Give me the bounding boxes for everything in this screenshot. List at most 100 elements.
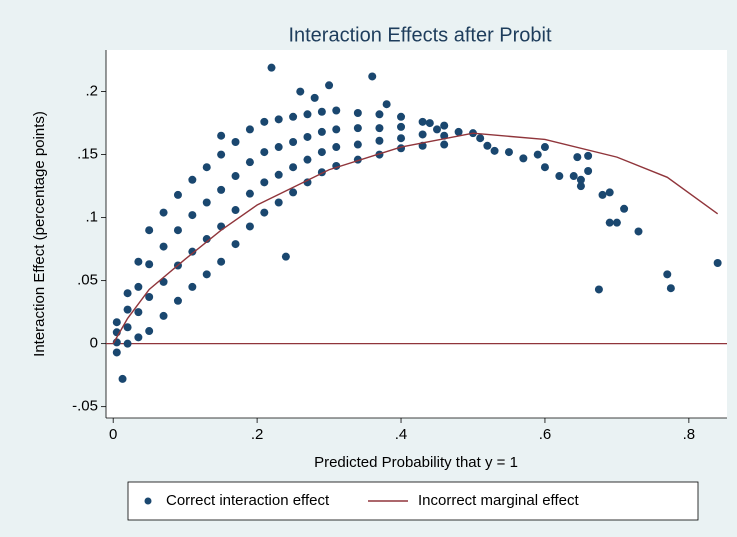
scatter-point: [267, 63, 276, 72]
scatter-point: [173, 296, 182, 305]
scatter-point: [490, 146, 499, 155]
scatter-point: [332, 125, 341, 134]
scatter-point: [440, 140, 449, 149]
scatter-point: [303, 155, 312, 164]
scatter-point: [281, 252, 290, 261]
scatter-point: [584, 151, 593, 160]
scatter-point: [375, 136, 384, 145]
x-axis-title: Predicted Probability that y = 1: [314, 454, 518, 471]
scatter-point: [260, 117, 269, 126]
scatter-point: [418, 130, 427, 139]
scatter-point: [188, 282, 197, 291]
legend: [127, 481, 699, 521]
plot-area: [106, 50, 727, 418]
scatter-point: [382, 100, 391, 109]
scatter-point: [145, 327, 154, 336]
scatter-point: [584, 166, 593, 175]
scatter-point: [134, 308, 143, 317]
scatter-point: [134, 333, 143, 342]
scatter-point: [289, 188, 298, 197]
chart-title: Interaction Effects after Probit: [288, 24, 552, 46]
y-tick-label: .2: [85, 83, 98, 100]
scatter-point: [173, 190, 182, 199]
scatter-point: [217, 185, 226, 194]
scatter-point: [245, 158, 254, 167]
scatter-point: [612, 218, 621, 227]
scatter-point: [231, 240, 240, 249]
scatter-point: [483, 141, 492, 150]
scatter-point: [332, 143, 341, 152]
scatter-point: [260, 148, 269, 157]
scatter-point: [454, 127, 463, 136]
scatter-point: [325, 81, 334, 90]
legend-label: Correct interaction effect: [166, 492, 330, 509]
scatter-point: [397, 112, 406, 121]
scatter-point: [418, 117, 427, 126]
scatter-point: [274, 198, 283, 207]
scatter-point: [303, 132, 312, 141]
scatter-point: [245, 125, 254, 134]
scatter-point: [303, 110, 312, 119]
scatter-point: [605, 218, 614, 227]
x-tick-label: .8: [683, 426, 696, 443]
scatter-point: [112, 348, 121, 357]
scatter-point: [159, 242, 168, 251]
scatter-point: [245, 222, 254, 231]
x-tick-label: .6: [539, 426, 552, 443]
scatter-point: [663, 270, 672, 279]
scatter-point: [353, 124, 362, 133]
scatter-point: [540, 143, 549, 152]
scatter-point: [666, 284, 675, 293]
scatter-point: [217, 150, 226, 159]
scatter-point: [231, 172, 240, 181]
scatter-point: [274, 143, 283, 152]
scatter-point: [397, 134, 406, 143]
scatter-point: [123, 289, 132, 298]
y-tick-label: .1: [85, 209, 98, 226]
scatter-point: [519, 154, 528, 163]
y-tick-label: .05: [77, 272, 98, 289]
scatter-point: [217, 257, 226, 266]
scatter-point: [202, 270, 211, 279]
scatter-point: [118, 374, 127, 383]
scatter-point: [620, 204, 629, 213]
scatter-point: [540, 163, 549, 172]
scatter-point: [504, 148, 513, 157]
scatter-point: [433, 125, 442, 134]
scatter-point: [375, 110, 384, 119]
scatter-point: [569, 172, 578, 181]
scatter-point: [368, 72, 377, 81]
scatter-point: [634, 227, 643, 236]
scatter-point: [476, 134, 485, 143]
scatter-point: [296, 87, 305, 96]
scatter-point: [555, 172, 564, 181]
scatter-point: [397, 122, 406, 131]
scatter-point: [598, 190, 607, 199]
scatter-point: [134, 257, 143, 266]
scatter-point: [317, 107, 326, 116]
scatter-point: [289, 163, 298, 172]
legend-label: Incorrect marginal effect: [418, 492, 579, 509]
scatter-point: [303, 178, 312, 187]
x-tick-label: .2: [251, 426, 264, 443]
scatter-point: [533, 150, 542, 159]
scatter-point: [159, 311, 168, 320]
scatter-point: [260, 208, 269, 217]
scatter-point: [202, 163, 211, 172]
scatter-point: [353, 140, 362, 149]
y-tick-label: .15: [77, 146, 98, 163]
scatter-point: [353, 109, 362, 118]
scatter-point: [145, 293, 154, 302]
x-tick-label: .4: [395, 426, 408, 443]
scatter-point: [375, 124, 384, 133]
scatter-point: [123, 339, 132, 348]
scatter-point: [713, 258, 722, 267]
scatter-point: [289, 112, 298, 121]
scatter-point: [188, 211, 197, 220]
scatter-point: [310, 93, 319, 102]
y-axis-title: Interaction Effect (percentage points): [31, 111, 48, 357]
scatter-point: [245, 189, 254, 198]
y-tick-label: 0: [90, 335, 98, 352]
scatter-point: [317, 127, 326, 136]
scatter-point: [159, 208, 168, 217]
